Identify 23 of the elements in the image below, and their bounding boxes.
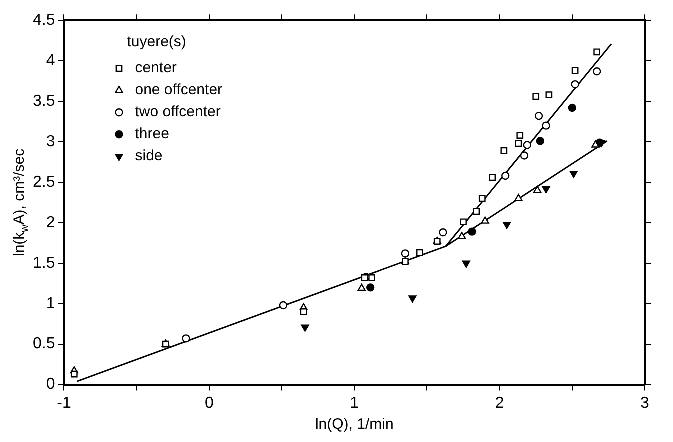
legend-title: tuyere(s) xyxy=(127,34,186,51)
x-tick-label: 1 xyxy=(350,394,360,412)
y-tick-label: 1 xyxy=(46,295,56,312)
y-tick-label: 0.5 xyxy=(32,336,56,353)
y-tick-label: 3.5 xyxy=(32,92,56,110)
y-tick-label: 3 xyxy=(46,133,56,150)
x-axis-title: ln(Q), 1/min xyxy=(315,416,394,434)
legend-label: center xyxy=(135,60,177,77)
legend-label: three xyxy=(135,126,170,143)
y-tick-label: 1.5 xyxy=(32,254,56,272)
x-tick-label: -1 xyxy=(57,394,72,412)
y-tick-label: 2.5 xyxy=(32,174,56,191)
y-tick-label: 4.5 xyxy=(32,12,56,30)
x-tick-label: 3 xyxy=(640,394,650,412)
y-tick-label: 4 xyxy=(46,52,56,70)
y-tick-label: 0 xyxy=(46,376,56,394)
x-tick-label: 2 xyxy=(495,394,504,412)
legend-label: side xyxy=(135,148,163,165)
y-tick-label: 2 xyxy=(46,214,56,232)
legend-label: one offcenter xyxy=(135,82,223,99)
x-tick-label: 0 xyxy=(204,394,214,412)
legend-label: two offcenter xyxy=(135,104,221,121)
y-axis-title: ln(kwA), cm³/sec xyxy=(11,148,32,256)
